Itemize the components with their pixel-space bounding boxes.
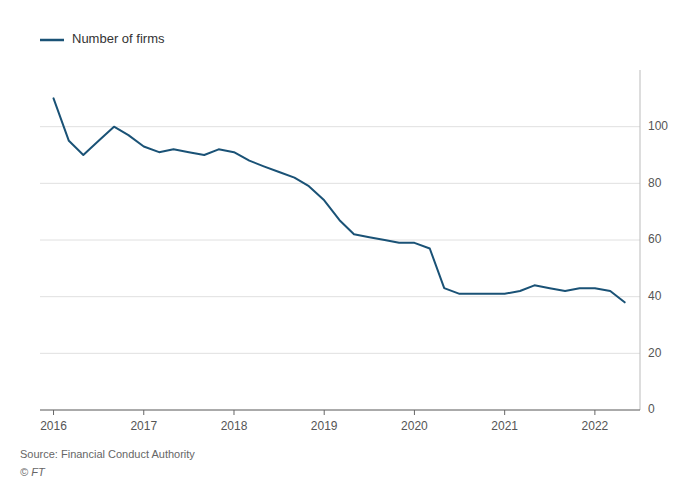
legend: Number of firms xyxy=(40,31,165,46)
y-axis-line xyxy=(640,70,641,410)
annotation: © FT xyxy=(20,466,46,478)
annotations: Source: Financial Conduct Authority © FT xyxy=(20,448,195,478)
y-tick-label: 0 xyxy=(648,402,655,416)
y-tick-label: 40 xyxy=(648,289,662,303)
x-tick-label: 2018 xyxy=(221,419,248,433)
grid-line xyxy=(40,353,640,354)
x-axis: 2016 2017 2018 2019 2020 2021 2022 xyxy=(40,410,640,433)
y-tick-label: 60 xyxy=(648,232,662,246)
annotation: Source: Financial Conduct Authority xyxy=(20,448,195,460)
y-tick-label: 20 xyxy=(648,346,662,360)
grid-line xyxy=(40,240,640,241)
x-tick-label: 2020 xyxy=(401,419,428,433)
x-axis-line xyxy=(40,410,640,411)
grid-line xyxy=(40,296,640,297)
x-tick-label: 2016 xyxy=(40,419,67,433)
x-tick xyxy=(594,410,595,415)
y-tick-label: 80 xyxy=(648,176,662,190)
legend-label: Number of firms xyxy=(72,31,165,46)
x-tick xyxy=(233,410,234,415)
grid-line xyxy=(40,183,640,184)
plot-area xyxy=(54,98,625,302)
chart: 0 20 40 60 80 100 2016 2017 2018 2019 2020 2021 2022… xyxy=(0,0,700,500)
grid-line xyxy=(40,126,640,127)
x-tick xyxy=(504,410,505,415)
x-tick-label: 2017 xyxy=(130,419,157,433)
x-tick-label: 2019 xyxy=(311,419,338,433)
x-tick xyxy=(143,410,144,415)
x-tick xyxy=(324,410,325,415)
grid-line xyxy=(40,410,640,411)
x-tick-label: 2021 xyxy=(491,419,518,433)
legend-swatch xyxy=(40,39,64,42)
y-tick-label: 100 xyxy=(648,119,668,133)
x-tick xyxy=(53,410,54,415)
y-axis: 0 20 40 60 80 100 xyxy=(40,70,668,416)
x-tick-label: 2022 xyxy=(582,419,609,433)
line-series xyxy=(54,98,625,302)
x-tick xyxy=(414,410,415,415)
